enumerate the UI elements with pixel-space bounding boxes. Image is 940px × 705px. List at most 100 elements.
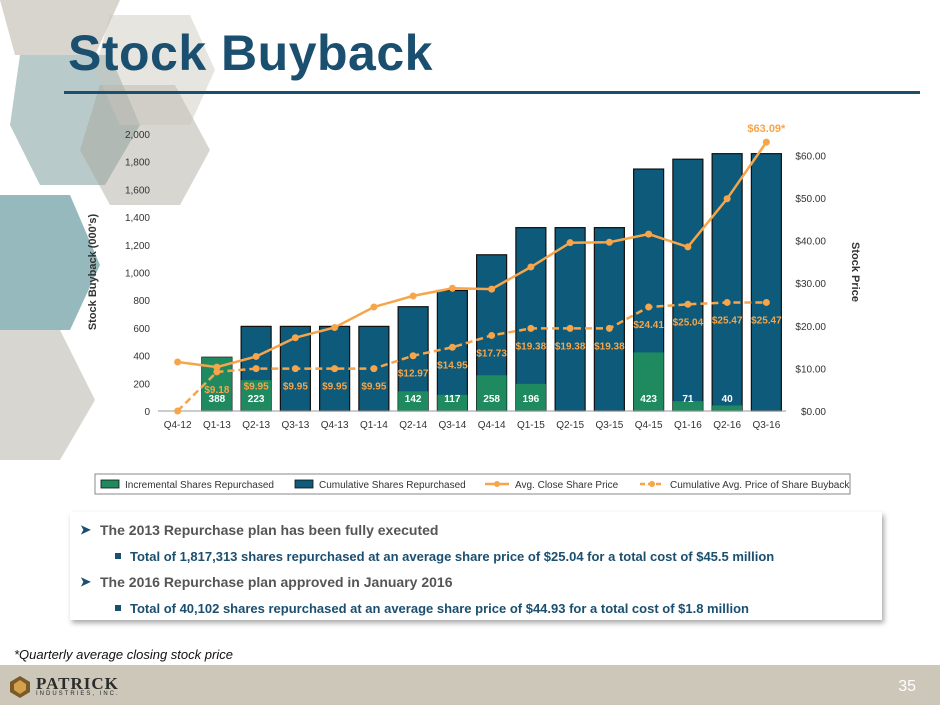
y-tick-label: 1,400 xyxy=(125,213,150,224)
cumulative-avg-value-label: $14.95 xyxy=(437,360,468,371)
cumulative-avg-price-point xyxy=(684,300,692,308)
avg-close-price-point xyxy=(723,195,731,203)
y-tick-label: 800 xyxy=(133,296,150,307)
cumulative-bar xyxy=(515,227,547,412)
y-tick-label: 200 xyxy=(133,379,150,390)
cumulative-avg-price-point xyxy=(370,365,378,373)
legend-label: Avg. Close Share Price xyxy=(515,480,619,491)
legend-box xyxy=(94,473,851,495)
cumulative-avg-price-point xyxy=(331,365,339,373)
y-tick-label: 1,000 xyxy=(125,269,150,280)
arrow-bullet-icon: ➤ xyxy=(80,522,91,537)
x-tick-label: Q4-15 xyxy=(635,420,663,431)
cumulative-avg-price-point xyxy=(723,298,731,306)
incremental-bar xyxy=(633,352,664,411)
x-tick-label: Q2-16 xyxy=(713,420,741,431)
avg-close-price-line xyxy=(177,141,768,369)
x-tick-label: Q1-14 xyxy=(360,420,388,431)
y2-tick-label: $60.00 xyxy=(795,151,826,162)
incremental-bar xyxy=(515,383,546,411)
bullet-level2-2: Total of 40,102 shares repurchased at an… xyxy=(115,601,749,616)
bullet-level2-1: Total of 1,817,313 shares repurchased at… xyxy=(115,549,774,564)
y-tick-label: 1,600 xyxy=(125,185,150,196)
cumulative-avg-price-point xyxy=(566,324,574,332)
cumulative-avg-value-label: $12.97 xyxy=(398,369,429,380)
avg-close-price-point xyxy=(370,303,378,311)
cumulative-bar xyxy=(593,227,625,412)
incremental-bar xyxy=(476,375,507,411)
footer-bar xyxy=(0,665,940,705)
cumulative-avg-value-label: $25.47 xyxy=(751,315,782,326)
avg-close-price-point xyxy=(527,263,535,271)
x-tick-label: Q2-14 xyxy=(399,420,427,431)
cumulative-avg-value-label: $9.95 xyxy=(361,382,386,393)
legend-marker xyxy=(494,481,500,487)
incremental-value-label: 423 xyxy=(640,394,657,405)
avg-close-price-point xyxy=(448,284,456,292)
y2-tick-label: $20.00 xyxy=(795,322,826,333)
bullet-level1-1: ➤ The 2013 Repurchase plan has been full… xyxy=(80,522,439,538)
y2-tick-label: $50.00 xyxy=(795,194,826,205)
y-tick-label: 600 xyxy=(133,324,150,335)
x-tick-label: Q4-12 xyxy=(164,420,192,431)
avg-close-price-point xyxy=(252,352,260,360)
arrow-bullet-icon: ➤ xyxy=(80,574,91,589)
cumulative-bar xyxy=(711,153,743,412)
cumulative-avg-value-label: $9.18 xyxy=(204,385,229,396)
bullet-level1-2: ➤ The 2016 Repurchase plan approved in J… xyxy=(80,574,453,590)
cumulative-avg-price-point xyxy=(488,331,496,339)
avg-close-price-point xyxy=(566,239,574,247)
incremental-value-label: 142 xyxy=(405,394,422,405)
x-tick-label: Q1-15 xyxy=(517,420,545,431)
cumulative-avg-price-line xyxy=(176,301,767,412)
cumulative-avg-value-label: $19.38 xyxy=(555,341,586,352)
y2-tick-label: $30.00 xyxy=(795,279,826,290)
incremental-bar xyxy=(398,391,429,411)
x-tick-label: Q1-13 xyxy=(203,420,231,431)
legend-label: Cumulative Shares Repurchased xyxy=(319,480,466,491)
cumulative-avg-value-label: $9.95 xyxy=(244,382,269,393)
cumulative-avg-value-label: $9.95 xyxy=(322,382,347,393)
title-underline xyxy=(64,91,920,94)
x-tick-label: Q4-14 xyxy=(478,420,506,431)
x-tick-label: Q3-13 xyxy=(281,420,309,431)
cumulative-avg-price-point xyxy=(762,298,770,306)
avg-close-price-point xyxy=(291,334,299,342)
incremental-bar xyxy=(712,405,743,411)
avg-close-price-point xyxy=(645,230,653,238)
cumulative-avg-price-point xyxy=(448,343,456,351)
y-tick-label: 1,800 xyxy=(125,158,150,169)
cumulative-avg-price-point xyxy=(213,368,221,376)
legend-label: Incremental Shares Repurchased xyxy=(125,480,274,491)
incremental-value-label: 388 xyxy=(209,394,226,405)
cumulative-avg-value-label: $19.38 xyxy=(516,341,547,352)
cumulative-avg-value-label: $24.41 xyxy=(633,320,664,331)
incremental-value-label: 117 xyxy=(444,394,461,405)
legend-label: Cumulative Avg. Price of Share Buyback xyxy=(670,480,850,491)
legend-swatch xyxy=(100,479,120,489)
x-tick-label: Q3-15 xyxy=(595,420,623,431)
y2-axis-title: Stock Price xyxy=(849,242,861,302)
avg-close-price-point xyxy=(409,292,417,300)
stock-buyback-chart: 0 200 400 600 800 1,000 1,200 1,400 1,600 1,800 2,… xyxy=(87,123,861,495)
bullet-box: ➤ The 2013 Repurchase plan has been full… xyxy=(70,512,882,620)
cumulative-avg-price-point xyxy=(527,324,535,332)
square-bullet-icon xyxy=(115,605,121,611)
x-tick-label: Q3-14 xyxy=(438,420,466,431)
incremental-value-label: 71 xyxy=(682,394,694,405)
avg-close-price-point xyxy=(605,238,613,246)
legend-marker xyxy=(649,481,655,487)
company-logo: PATRICK INDUSTRIES, INC. xyxy=(8,674,128,700)
x-tick-label: Q2-15 xyxy=(556,420,584,431)
cumulative-avg-price-point xyxy=(174,407,182,415)
cumulative-avg-price-point xyxy=(252,365,260,373)
logo-name: PATRICK xyxy=(36,674,119,693)
y-tick-label: 400 xyxy=(133,352,150,363)
y2-tick-label: $10.00 xyxy=(795,364,826,375)
x-tick-label: Q2-13 xyxy=(242,420,270,431)
cumulative-avg-value-label: $25.04 xyxy=(673,317,704,328)
incremental-value-label: 40 xyxy=(722,394,734,405)
x-tick-label: Q4-13 xyxy=(321,420,349,431)
y-tick-label: 2,000 xyxy=(125,130,150,141)
